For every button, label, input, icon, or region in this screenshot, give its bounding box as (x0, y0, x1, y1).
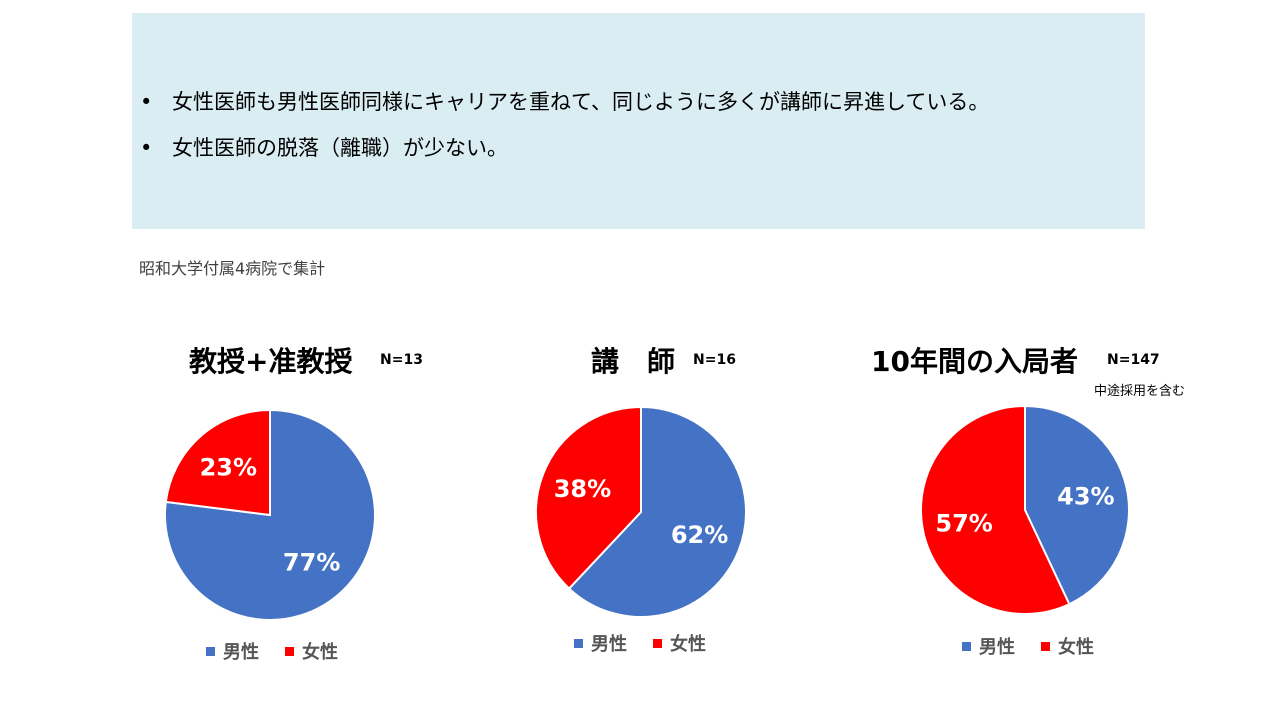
bullet-dot-icon: • (140, 136, 153, 160)
pie-chart: 77% 23% (164, 408, 376, 621)
pie-slice-male (567, 405, 747, 618)
bullet-text: 女性医師の脱落（離職）が少ない。 (172, 136, 508, 160)
legend-swatch-male (574, 638, 583, 648)
chart-title: 講 師 (591, 345, 676, 378)
pie-slice-female (920, 404, 1071, 615)
chart-title: 10年間の入局者 (871, 345, 1078, 378)
legend-label: 男性 (591, 634, 627, 655)
legend-label: 男性 (223, 642, 259, 663)
bullet-item: • 女性医師の脱落（離職）が少ない。 (132, 133, 989, 179)
chart-title: 教授+准教授 (189, 345, 353, 378)
chart-legend: 男性 女性 (206, 638, 364, 664)
pie-data-label: 38% (554, 475, 611, 503)
chart-n-label: N=13 (380, 352, 423, 368)
pie-data-label: 43% (1057, 482, 1114, 510)
pie-data-label: 77% (283, 548, 340, 576)
pie-data-label: 57% (935, 510, 992, 538)
legend-item-male: 男性 (574, 630, 627, 656)
legend-label: 女性 (302, 642, 338, 663)
source-note: 昭和大学付属4病院で集計 (139, 259, 326, 278)
chart-legend: 男性 女性 (962, 633, 1120, 659)
legend-swatch-female (653, 638, 662, 648)
legend-item-male: 男性 (962, 633, 1015, 659)
pie-chart: 43% 57% (920, 404, 1130, 615)
bullet-text: 女性医師も男性医師同様にキャリアを重ねて、同じように多くが講師に昇進している。 (172, 90, 990, 114)
summary-callout: • 女性医師も男性医師同様にキャリアを重ねて、同じように多くが講師に昇進している。… (132, 13, 1145, 229)
legend-label: 女性 (1058, 637, 1094, 658)
pie-data-label: 62% (671, 521, 728, 549)
legend-item-female: 女性 (653, 630, 706, 656)
chart-note: 中途採用を含む (1094, 384, 1186, 399)
chart-n-label: N=147 (1107, 352, 1160, 368)
pie-slice-male (1024, 404, 1130, 606)
pie-slice-female (535, 405, 642, 590)
pie-slice-female (164, 408, 271, 517)
chart-n-label: N=16 (693, 352, 736, 368)
bullet-dot-icon: • (140, 90, 153, 114)
legend-swatch-female (285, 646, 294, 656)
summary-bullets: • 女性医師も男性医師同様にキャリアを重ねて、同じように多くが講師に昇進している。… (132, 87, 989, 179)
legend-item-female: 女性 (1041, 633, 1094, 659)
legend-label: 男性 (979, 637, 1015, 658)
legend-label: 女性 (670, 634, 706, 655)
pie-chart: 62% 38% (535, 405, 747, 618)
legend-swatch-male (206, 646, 215, 656)
pie-data-label: 23% (200, 454, 257, 482)
legend-item-male: 男性 (206, 638, 259, 664)
chart-legend: 男性 女性 (574, 630, 732, 656)
legend-swatch-male (962, 641, 971, 651)
bullet-item: • 女性医師も男性医師同様にキャリアを重ねて、同じように多くが講師に昇進している。 (132, 87, 989, 133)
legend-swatch-female (1041, 641, 1050, 651)
legend-item-female: 女性 (285, 638, 338, 664)
